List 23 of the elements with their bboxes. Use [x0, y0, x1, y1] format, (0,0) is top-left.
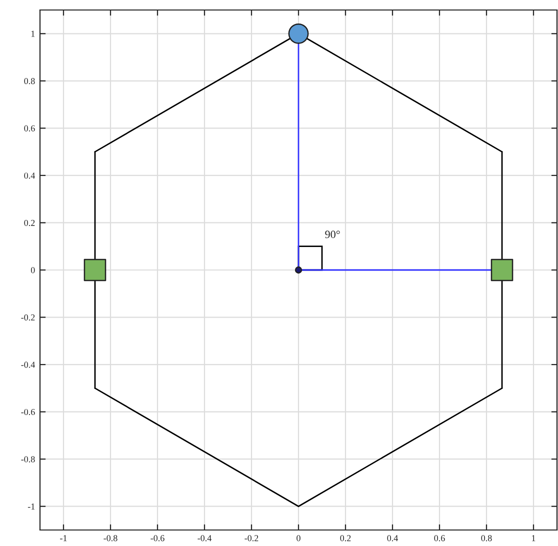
- y-tick-label: 1: [31, 30, 35, 37]
- x-tick-label: -0.8: [104, 535, 118, 542]
- y-tick-label: -1: [28, 504, 35, 510]
- x-tick-label: 1: [532, 535, 536, 542]
- y-tick-label: 0.6: [24, 125, 35, 132]
- y-tick-label: -0.2: [21, 314, 35, 321]
- y-tick-label: 0.8: [24, 78, 35, 84]
- annotation: 90°: [325, 230, 340, 238]
- y-tick-label: 0: [30, 267, 35, 274]
- y-tick-label: 0.4: [24, 172, 35, 179]
- x-tick-label: 0.8: [481, 535, 492, 542]
- x-tick-label: 0.6: [434, 535, 445, 542]
- x-tick-label: 0: [296, 535, 300, 542]
- y-tick-label: -0.6: [21, 408, 35, 416]
- x-tick-label: -0.6: [150, 535, 164, 542]
- x-tick-label: -1: [60, 535, 67, 542]
- y-tick-label: -0.4: [21, 362, 35, 368]
- x-tick-label: 0.2: [340, 535, 351, 542]
- x-tick-label: -0.4: [198, 535, 212, 542]
- y-tick-label: 0.2: [24, 220, 35, 226]
- x-tick-label: -0.2: [244, 535, 258, 542]
- x-tick-label: 0.4: [387, 535, 398, 542]
- y-tick-label: -0.8: [21, 456, 35, 462]
